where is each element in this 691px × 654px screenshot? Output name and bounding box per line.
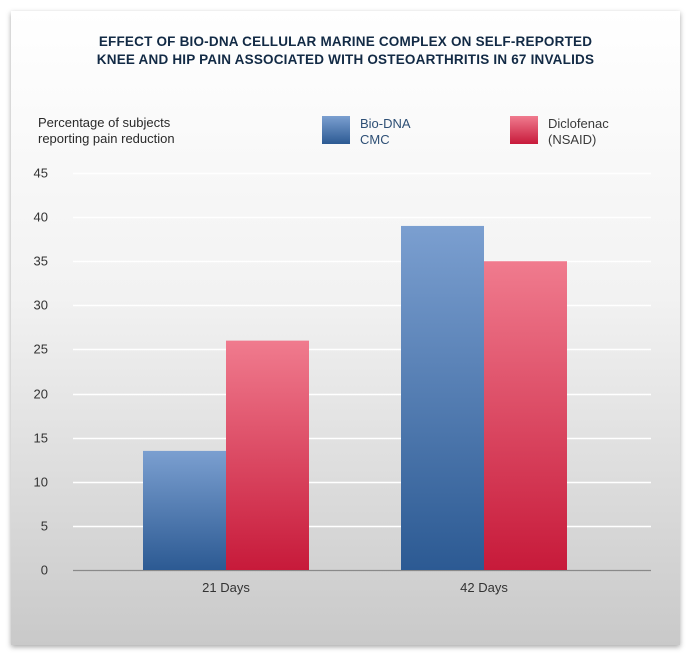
bar-42-days-series-0 [401,225,484,570]
y-tick-label-15: 15 [34,431,48,446]
legend-label-bio-dna-cmc-line-1: Bio-DNA [360,116,411,131]
chart-title-line-1: EFFECT OF BIO-DNA CELLULAR MARINE COMPLE… [98,34,593,49]
chart-title: EFFECT OF BIO-DNA CELLULAR MARINE COMPLE… [0,33,691,69]
chart-title-line-2: KNEE AND HIP PAIN ASSOCIATED WITH OSTEOA… [96,52,595,67]
y-tick-label-25: 25 [34,342,48,357]
y-tick-label-35: 35 [34,254,48,269]
y-tick-label-45: 45 [34,166,48,181]
y-tick-label-10: 10 [34,475,48,490]
x-tick-label-42-days: 42 Days [460,580,508,595]
y-tick-label-0: 0 [41,563,48,578]
bar-21-days-series-1 [226,340,309,570]
y-tick-label-20: 20 [34,387,48,402]
legend-swatch-diclofenac [510,116,538,144]
bar-21-days-series-0 [143,450,226,570]
y-axis-label: Percentage of subjects reporting pain re… [38,115,175,147]
y-axis-label-line-2: reporting pain reduction [38,131,175,146]
x-tick-label-21-days: 21 Days [202,580,250,595]
legend-swatch-bio-dna-cmc [322,116,350,144]
y-tick-label-40: 40 [34,210,48,225]
bar-42-days-series-1 [484,261,567,570]
y-axis-label-line-1: Percentage of subjects [38,115,171,130]
legend-label-diclofenac-line-1: Diclofenac [548,116,609,131]
y-axis-ticks: 0 5 10 15 20 25 30 35 40 45 [34,166,48,578]
bars [143,225,567,570]
y-tick-label-30: 30 [34,298,48,313]
y-tick-label-5: 5 [41,519,48,534]
legend-label-diclofenac: Diclofenac (NSAID) [548,116,658,148]
x-axis-ticks: 21 Days 42 Days [202,580,508,595]
legend-label-bio-dna-cmc-line-2: CMC [360,132,390,147]
legend-label-diclofenac-line-2: (NSAID) [548,132,597,147]
legend-label-bio-dna-cmc: Bio-DNA CMC [360,116,470,148]
